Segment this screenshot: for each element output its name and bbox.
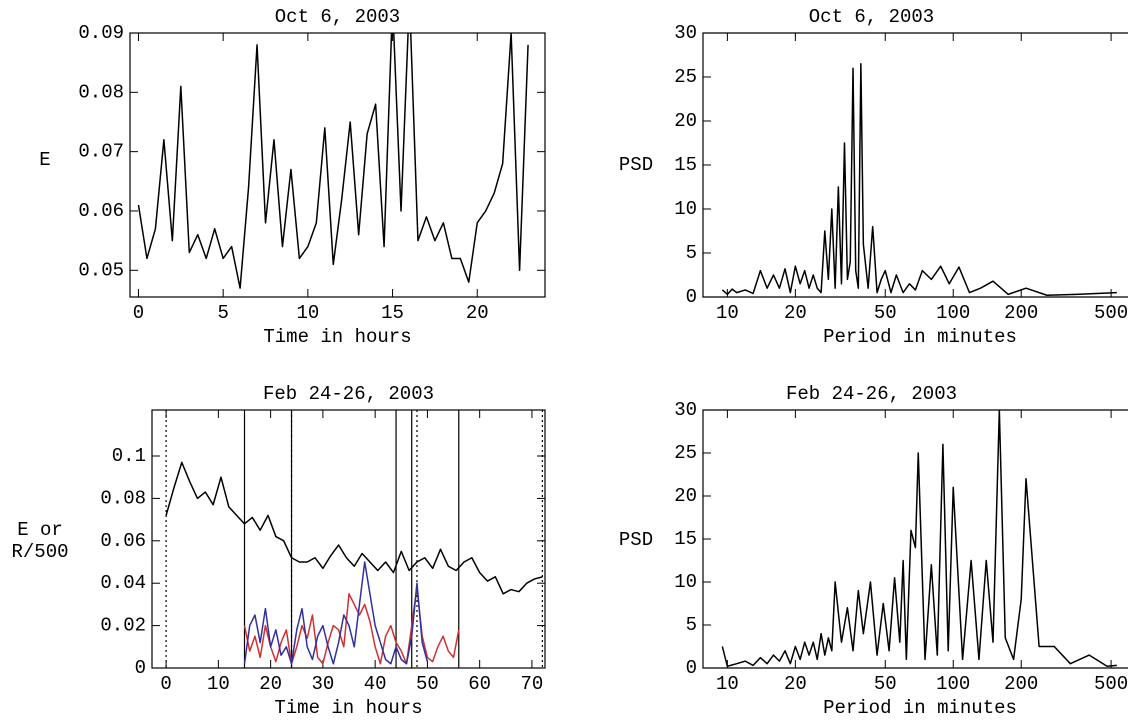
- y-tick-label: 15: [674, 154, 697, 176]
- y-tick-label: 5: [686, 614, 697, 636]
- chart-title: Oct 6, 2003: [809, 6, 934, 28]
- panel: Feb 24-26, 2003 Period in minutes PSD 10 20 5…: [619, 383, 1128, 719]
- y-tick-label: 0.06: [78, 200, 124, 222]
- y-tick-label: 20: [674, 110, 697, 132]
- y-axis-label: PSD: [619, 154, 653, 176]
- y-tick-label: 30: [674, 22, 697, 44]
- y-tick-label: 0.02: [100, 615, 146, 637]
- x-tick-label: 500: [1094, 302, 1128, 324]
- x-tick-label: 100: [936, 673, 970, 695]
- y-tick-label: 0.05: [78, 259, 124, 281]
- y-tick-label: 0: [135, 657, 146, 679]
- chart-title: Oct 6, 2003: [275, 6, 400, 28]
- y-tick-label: 0.07: [78, 141, 124, 163]
- y-tick-label: 5: [686, 242, 697, 264]
- x-tick-label: 10: [716, 673, 739, 695]
- x-axis-label: Time in hours: [274, 697, 422, 719]
- x-tick-label: 5: [217, 302, 228, 324]
- chart-title: Feb 24-26, 2003: [786, 383, 957, 405]
- x-tick-label: 70: [521, 673, 544, 695]
- x-tick-label: 10: [207, 673, 230, 695]
- data-line: [165, 461, 543, 595]
- data-line: [137, 33, 529, 289]
- x-axis-label: Period in minutes: [823, 697, 1017, 719]
- y-tick-label: 0.08: [100, 487, 146, 509]
- x-tick-label: 0: [160, 673, 171, 695]
- y-axis-label: R/500: [11, 541, 68, 563]
- frame: [151, 409, 546, 669]
- y-tick-label: 15: [674, 528, 697, 550]
- x-tick-label: 100: [936, 302, 970, 324]
- panel: Feb 24-26, 2003 Time in hours E orR/500 0 10…: [11, 383, 546, 719]
- frame: [129, 32, 546, 298]
- data-line: [721, 63, 1117, 296]
- x-tick-label: 10: [716, 302, 739, 324]
- x-tick-label: 500: [1094, 673, 1128, 695]
- x-tick-label: 50: [874, 302, 897, 324]
- panel: Oct 6, 2003 Time in hours E 0 5 10 15 20 0.05 0.0…: [39, 6, 546, 348]
- plot-area: [137, 33, 529, 289]
- x-tick-label: 20: [784, 302, 807, 324]
- x-tick-label: 200: [1004, 673, 1038, 695]
- y-tick-label: 0.1: [112, 445, 146, 467]
- x-axis-label: Period in minutes: [823, 326, 1017, 348]
- plot-area: [721, 63, 1117, 296]
- x-tick-label: 0: [133, 302, 144, 324]
- y-tick-label: 30: [674, 399, 697, 421]
- plot-area: [721, 410, 1117, 668]
- y-tick-label: 0.08: [78, 81, 124, 103]
- x-tick-label: 20: [784, 673, 807, 695]
- y-tick-label: 25: [674, 442, 697, 464]
- x-tick-label: 20: [466, 302, 489, 324]
- x-tick-label: 20: [259, 673, 282, 695]
- y-tick-label: 0: [686, 657, 697, 679]
- y-axis-label: E: [39, 149, 50, 171]
- y-tick-label: 0.06: [100, 530, 146, 552]
- data-line: [243, 586, 460, 665]
- frame: [702, 32, 1128, 298]
- y-tick-label: 0.04: [100, 572, 146, 594]
- x-tick-label: 10: [296, 302, 319, 324]
- data-line: [243, 561, 429, 665]
- y-tick-label: 10: [674, 571, 697, 593]
- y-tick-label: 0.09: [78, 22, 124, 44]
- plot-area: [165, 410, 543, 668]
- data-line: [721, 410, 1117, 668]
- x-tick-label: 60: [468, 673, 491, 695]
- y-axis-label: PSD: [619, 529, 653, 551]
- y-tick-label: 10: [674, 198, 697, 220]
- y-tick-label: 20: [674, 485, 697, 507]
- x-tick-label: 30: [311, 673, 334, 695]
- y-tick-label: 0: [686, 286, 697, 308]
- chart-title: Feb 24-26, 2003: [263, 383, 434, 405]
- y-axis-label: E or: [17, 519, 63, 541]
- x-axis-label: Time in hours: [263, 326, 411, 348]
- x-tick-label: 50: [416, 673, 439, 695]
- x-tick-label: 50: [874, 673, 897, 695]
- x-tick-label: 15: [381, 302, 404, 324]
- y-tick-label: 25: [674, 66, 697, 88]
- x-tick-label: 200: [1004, 302, 1038, 324]
- x-tick-label: 40: [364, 673, 387, 695]
- frame: [702, 409, 1128, 669]
